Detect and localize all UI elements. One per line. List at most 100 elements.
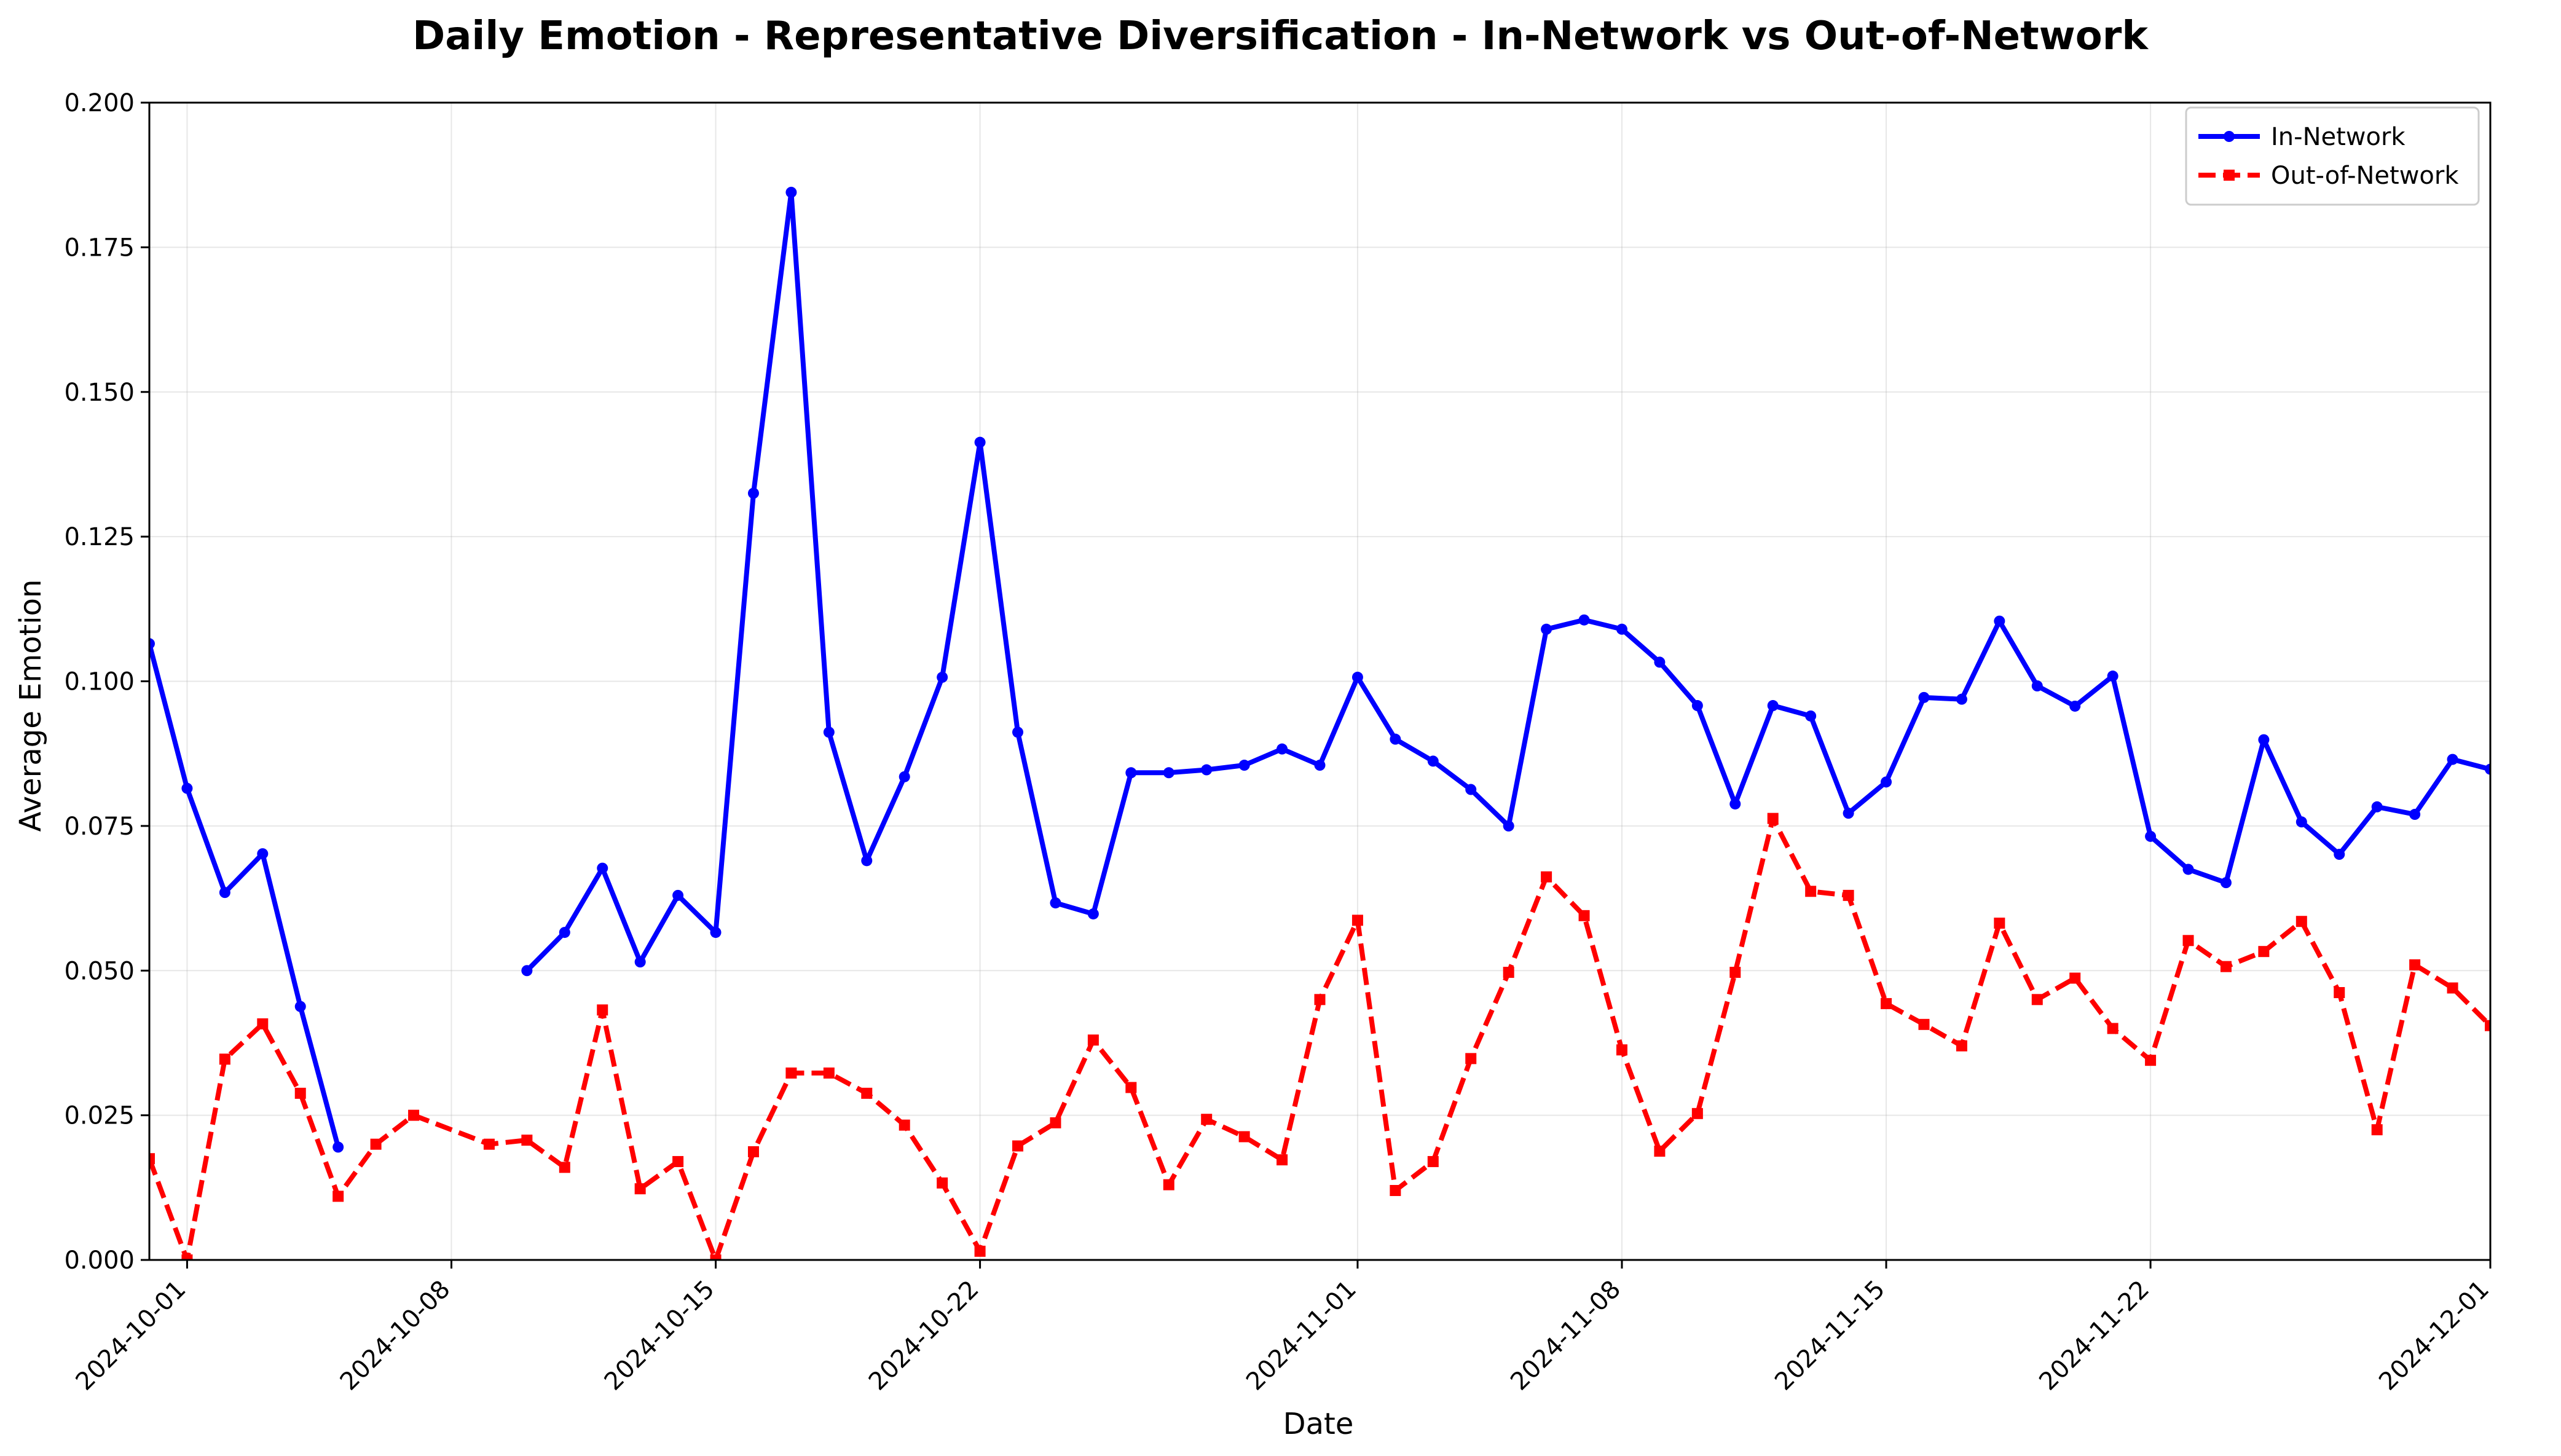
data-point-out-of-network [2031, 994, 2043, 1005]
data-point-in-network [2182, 864, 2194, 875]
y-tick-label: 0.175 [64, 234, 135, 262]
data-point-in-network [149, 638, 155, 650]
data-point-out-of-network [1238, 1131, 1250, 1143]
data-point-out-of-network [2485, 1020, 2490, 1031]
data-point-in-network [1956, 693, 1967, 705]
data-point-in-network [2145, 830, 2157, 842]
data-point-out-of-network [2145, 1055, 2157, 1066]
legend: In-Network Out-of-Network [2185, 106, 2480, 206]
data-point-in-network [1503, 820, 1514, 832]
data-point-out-of-network [937, 1177, 948, 1189]
chart-title: Daily Emotion - Representative Diversifi… [412, 14, 2149, 59]
series-line-in-network [149, 641, 341, 1150]
data-point-in-network [219, 887, 230, 899]
data-point-in-network [899, 771, 910, 782]
data-point-out-of-network [2258, 946, 2270, 958]
data-point-out-of-network [257, 1018, 269, 1029]
data-point-in-network [2295, 816, 2307, 828]
data-point-out-of-network [672, 1155, 684, 1167]
data-point-out-of-network [2220, 961, 2232, 972]
data-point-in-network [1163, 767, 1174, 779]
data-point-out-of-network [294, 1087, 306, 1099]
series-line-out-of-network [149, 816, 2490, 1260]
y-tick-label: 0.000 [64, 1246, 135, 1275]
data-point-in-network [597, 862, 608, 874]
data-point-in-network [2334, 849, 2345, 860]
y-tick-label: 0.100 [64, 668, 135, 696]
data-point-out-of-network [2409, 959, 2421, 970]
data-point-out-of-network [181, 1254, 193, 1260]
data-point-out-of-network [1125, 1082, 1137, 1093]
data-point-out-of-network [1087, 1034, 1099, 1046]
data-point-out-of-network [2107, 1023, 2118, 1034]
data-point-in-network [2447, 754, 2458, 765]
data-point-out-of-network [1390, 1185, 1401, 1197]
data-point-in-network [1616, 623, 1627, 635]
data-point-in-network [1767, 700, 1779, 712]
data-point-in-network [1427, 755, 1439, 767]
data-point-out-of-network [1503, 967, 1514, 978]
data-point-in-network [1012, 726, 1024, 738]
data-point-out-of-network [2295, 916, 2307, 927]
data-point-in-network [2220, 877, 2232, 889]
data-point-out-of-network [521, 1135, 533, 1146]
data-point-out-of-network [1050, 1117, 1061, 1128]
data-point-in-network [1390, 733, 1401, 745]
data-point-out-of-network [2371, 1124, 2383, 1136]
data-point-out-of-network [219, 1053, 230, 1065]
data-point-out-of-network [483, 1138, 495, 1150]
y-axis-label: Average Emotion [14, 580, 48, 832]
data-point-in-network [1201, 764, 1213, 776]
data-point-out-of-network [149, 1153, 155, 1165]
y-tick-label: 0.150 [64, 379, 135, 407]
data-point-in-network [294, 1001, 306, 1012]
data-point-out-of-network [1351, 915, 1363, 926]
data-point-out-of-network [1843, 889, 1854, 901]
data-point-in-network [1541, 623, 1552, 635]
data-point-in-network [1881, 776, 1892, 788]
legend-label-in-network: In-Network [2271, 123, 2406, 151]
data-point-out-of-network [1956, 1040, 1967, 1052]
data-point-out-of-network [1729, 967, 1741, 978]
data-point-in-network [1691, 700, 1703, 712]
data-point-in-network [1277, 743, 1288, 755]
data-point-in-network [257, 848, 269, 860]
data-point-out-of-network [823, 1067, 835, 1079]
data-point-in-network [1654, 656, 1666, 668]
data-point-in-network [1125, 767, 1137, 779]
legend-marker-in-network [2224, 131, 2235, 142]
data-point-in-network [2371, 801, 2383, 813]
data-point-in-network [521, 965, 533, 977]
data-point-in-network [785, 186, 797, 198]
data-point-in-network [710, 927, 722, 939]
data-point-out-of-network [747, 1146, 759, 1157]
data-point-in-network [974, 436, 986, 448]
data-point-in-network [823, 726, 835, 738]
data-point-out-of-network [1541, 871, 1552, 883]
data-point-out-of-network [2447, 982, 2458, 994]
data-point-in-network [1843, 808, 1854, 819]
data-point-in-network [861, 855, 873, 867]
data-point-in-network [559, 927, 570, 939]
data-point-in-network [634, 956, 646, 968]
data-point-in-network [937, 671, 948, 683]
data-point-in-network [2485, 763, 2490, 775]
data-point-in-network [672, 889, 684, 901]
data-point-in-network [1087, 908, 1099, 919]
data-point-out-of-network [597, 1004, 608, 1016]
data-point-in-network [2409, 809, 2421, 820]
data-point-in-network [2031, 680, 2043, 692]
data-point-out-of-network [1767, 813, 1779, 824]
data-point-out-of-network [1881, 998, 1892, 1009]
data-point-out-of-network [1805, 886, 1817, 897]
data-point-out-of-network [408, 1109, 420, 1121]
data-point-in-network [2069, 700, 2081, 712]
data-point-in-network [1994, 615, 2005, 627]
data-point-out-of-network [1654, 1145, 1666, 1157]
data-point-in-network [1805, 710, 1817, 722]
data-point-out-of-network [2069, 972, 2081, 984]
series-layer [149, 186, 2490, 1260]
legend-label-out-of-network: Out-of-Network [2271, 162, 2459, 190]
x-axis-label: Date [1283, 1407, 1354, 1441]
